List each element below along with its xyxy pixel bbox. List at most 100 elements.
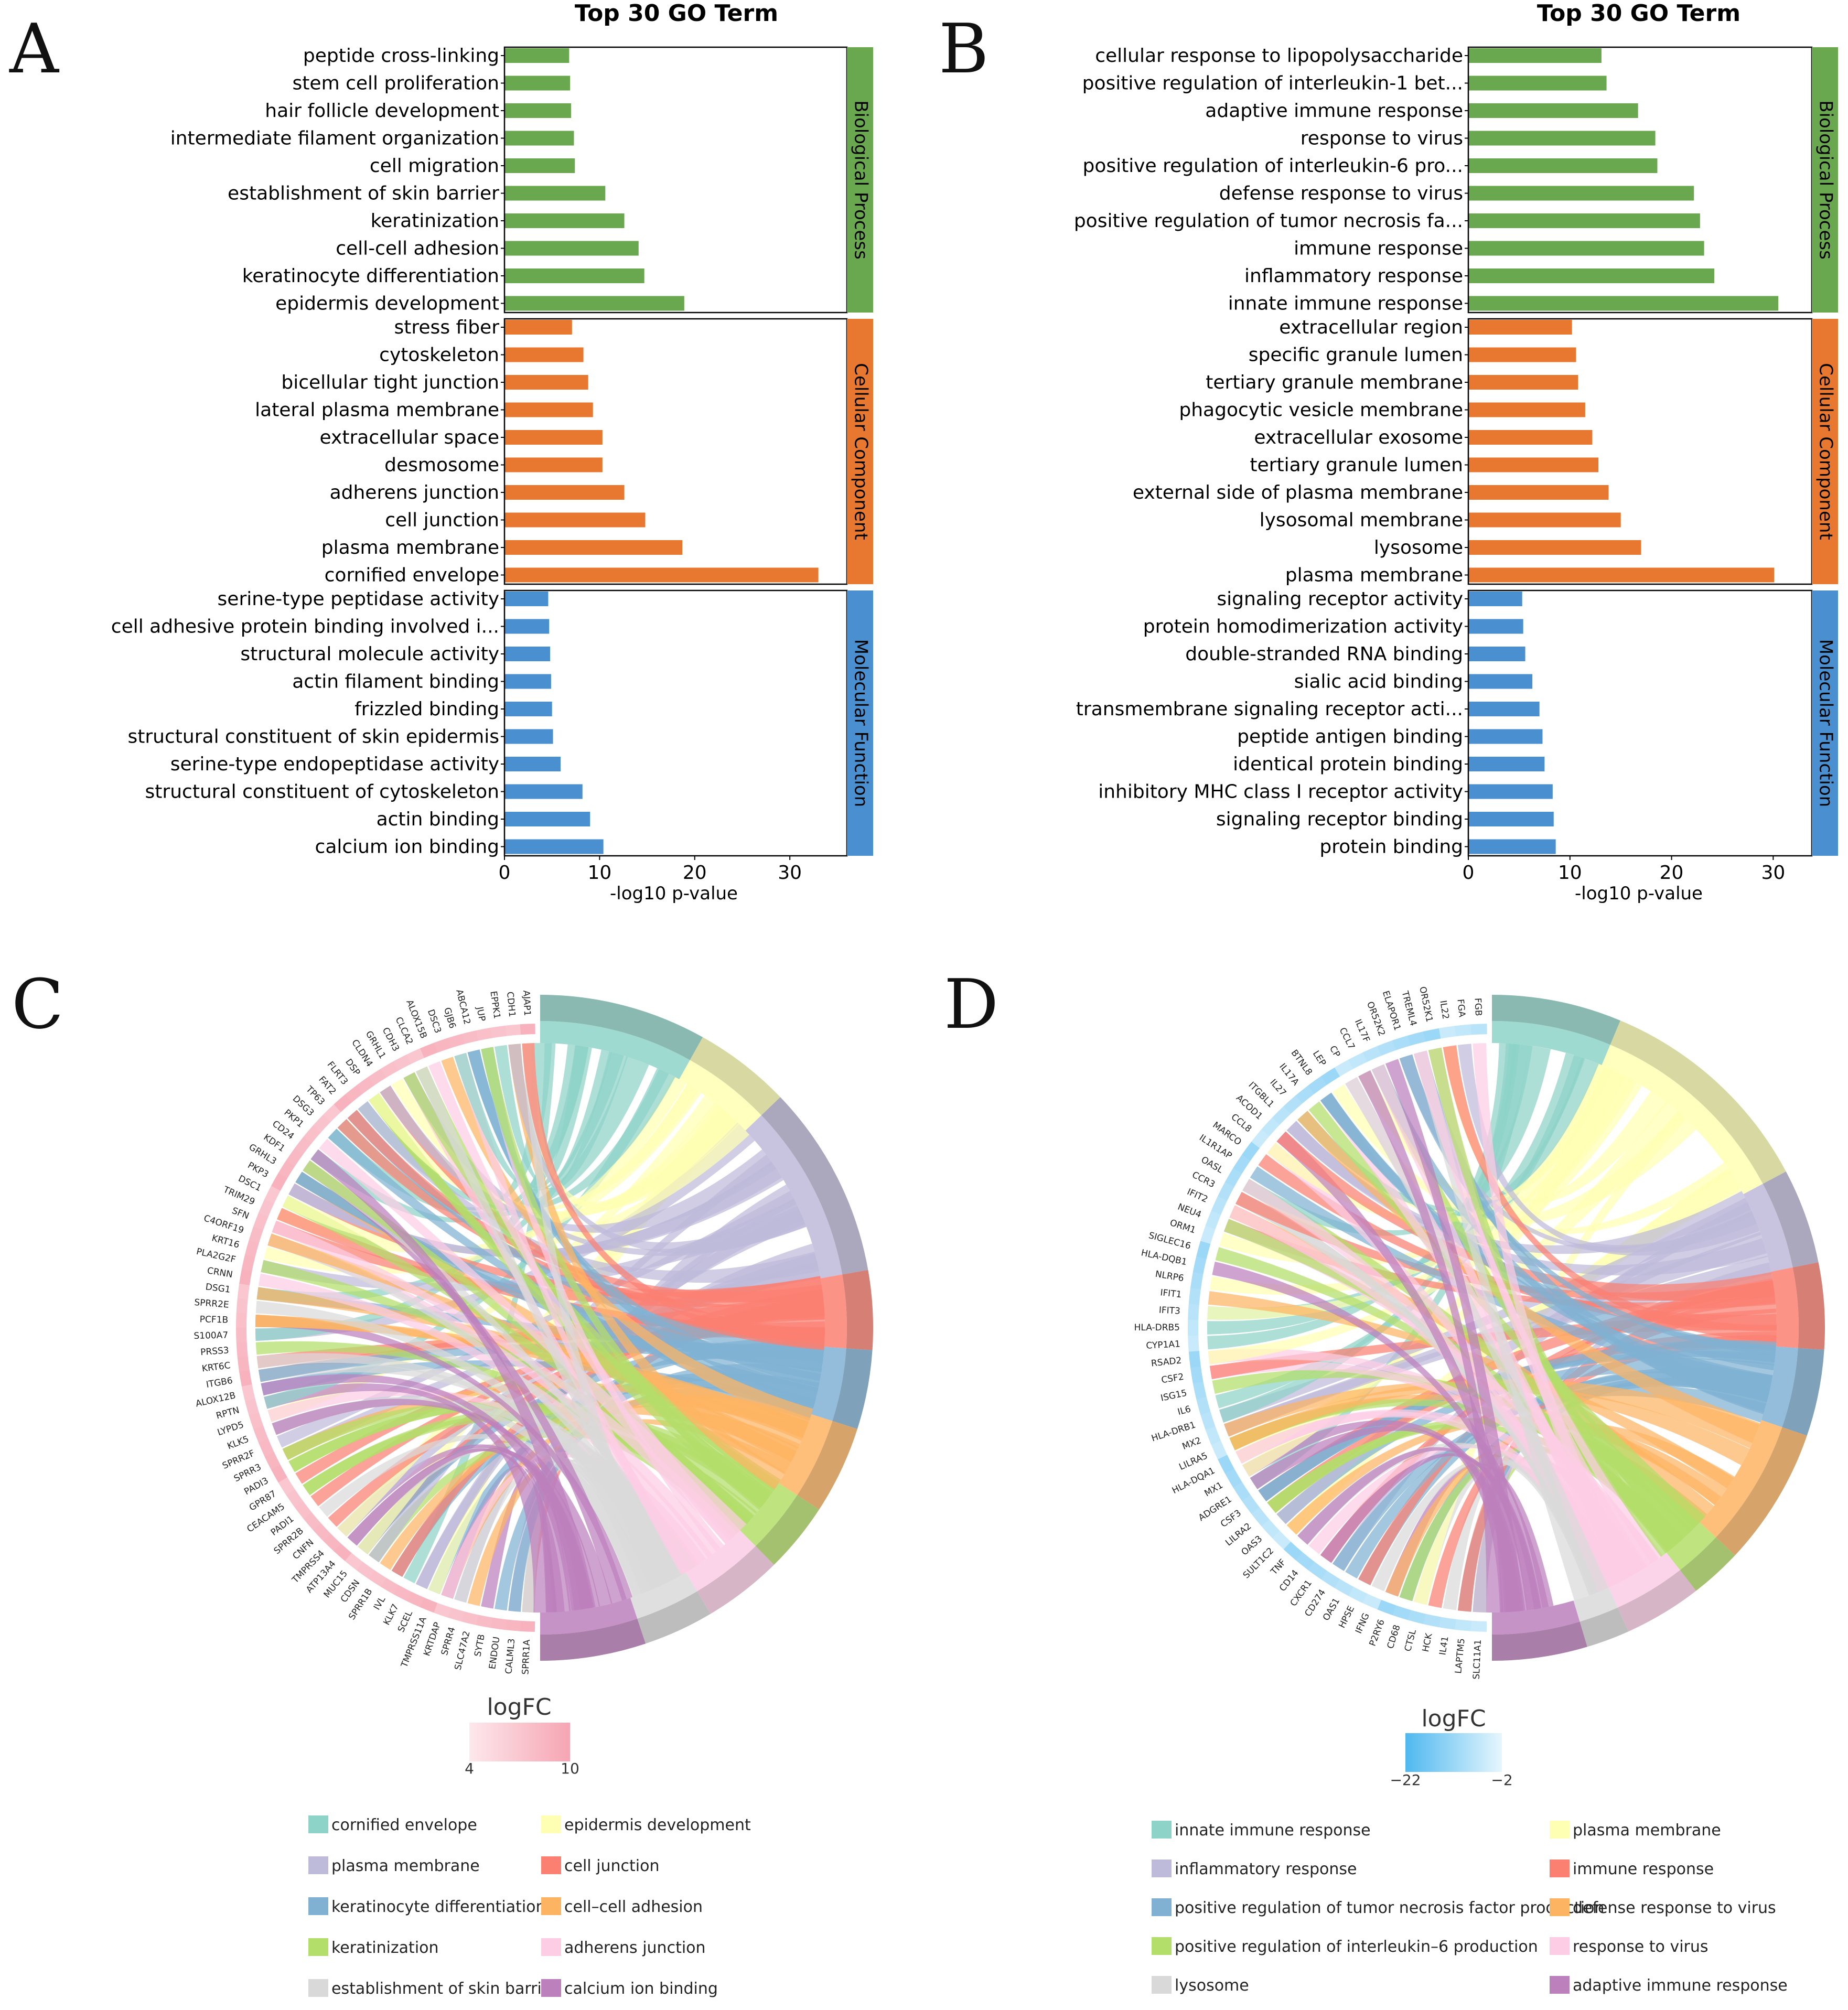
term-label: positive regulation of interleukin-1 bet… (1082, 73, 1463, 94)
x-tick-label: 30 (778, 862, 802, 884)
category-label: Molecular Function (1815, 639, 1836, 807)
gene-segment (1211, 1196, 1228, 1215)
term-label: protein binding (1319, 836, 1463, 858)
category-label: Biological Process (1815, 100, 1836, 260)
bar (504, 812, 590, 826)
gene-segment (1295, 1552, 1315, 1570)
x-tick-label: 0 (499, 862, 511, 884)
gene-label: ENDOU (487, 1636, 502, 1670)
chart-title: Top 30 GO Term (575, 0, 778, 27)
gene-segment (1196, 1396, 1211, 1415)
gene-label: FGA (1455, 998, 1467, 1018)
gene-segment (1192, 1256, 1207, 1274)
bar (504, 757, 561, 771)
gene-segment (520, 1620, 535, 1632)
gene-label: CSF2 (1161, 1372, 1185, 1386)
term-label: cellular response to lipopolysaccharide (1095, 45, 1463, 67)
gene-segment (241, 1254, 255, 1271)
panel-label-b: B (939, 9, 989, 89)
gene-segment (368, 1068, 387, 1085)
term-label: epidermis development (275, 293, 499, 315)
chord-ribbon (1333, 1385, 1767, 1571)
term-label: inflammatory response (1244, 265, 1463, 287)
gene-segment (1362, 1046, 1382, 1062)
term-arc-rim (755, 1495, 820, 1565)
logfc-max-c: 10 (561, 1760, 579, 1777)
chord-ribbon (428, 1341, 825, 1595)
gene-label: IL6 (1176, 1404, 1192, 1417)
bar (504, 647, 551, 661)
gene-segment (1251, 1507, 1270, 1527)
gene-segment (303, 1125, 321, 1144)
gene-segment (241, 1384, 255, 1401)
gene-segment (381, 1061, 399, 1078)
gene-segment (406, 1591, 424, 1607)
chord-ribbon (508, 1044, 807, 1253)
gene-segment (434, 1038, 452, 1053)
gene-segment (1200, 1411, 1216, 1430)
x-tick-label: 10 (1558, 862, 1582, 884)
legend-swatch (1152, 1976, 1172, 1994)
term-label: protein homodimerization activity (1143, 616, 1463, 638)
chord-ribbon (272, 1399, 613, 1607)
gene-segment (406, 1048, 425, 1064)
term-arc-rim (1580, 1607, 1629, 1647)
chord-ribbon (288, 1161, 784, 1258)
gene-label: HCK (1421, 1632, 1435, 1653)
legend-swatch (308, 1856, 328, 1874)
logfc-min-d: −22 (1390, 1771, 1421, 1789)
gene-segment (323, 1533, 341, 1552)
category-label: Biological Process (851, 100, 872, 260)
bar (504, 375, 588, 390)
category-label: Cellular Component (1815, 363, 1836, 540)
term-arc-rim (1492, 1621, 1587, 1661)
term-label: extracellular region (1279, 317, 1463, 338)
legend-label: calcium ion binding (564, 1980, 718, 1998)
bar (1468, 729, 1543, 744)
gene-segment (380, 1577, 399, 1595)
term-label: specific granule lumen (1249, 345, 1463, 366)
gene-segment (294, 1136, 312, 1155)
gene-label: LAPTM5 (1453, 1638, 1467, 1674)
bar (1468, 103, 1638, 118)
legend-label: plasma membrane (1573, 1821, 1721, 1840)
term-label: cell junction (385, 510, 499, 531)
gene-label: OR52K1 (1417, 986, 1434, 1023)
gene-segment (1251, 1129, 1270, 1148)
gene-segment (420, 1597, 438, 1613)
term-label: positive regulation of interleukin-6 pro… (1082, 155, 1463, 177)
gene-label: CTSL (1403, 1628, 1419, 1653)
gene-label: DSC3 (425, 1008, 443, 1035)
x-tick-label: 20 (1660, 862, 1684, 884)
legend-label: keratinization (331, 1939, 439, 1957)
term-label: cytoskeleton (379, 345, 499, 366)
term-label: plasma membrane (321, 537, 499, 558)
gene-segment (253, 1425, 268, 1443)
gene-segment (244, 1398, 259, 1415)
gene-segment (1196, 1240, 1211, 1259)
gene-label: HLA-DQB1 (1140, 1248, 1188, 1267)
term-arc (1492, 1600, 1580, 1635)
gene-segment (1233, 1481, 1251, 1501)
gene-segment (1470, 1024, 1487, 1035)
bar (504, 592, 549, 606)
gene-segment (1217, 1454, 1234, 1474)
go-bar-chart-a: Top 30 GO Term peptide cross-linking stem … (111, 0, 873, 904)
gene-segment (236, 1341, 248, 1358)
term-label: sialic acid binding (1294, 671, 1463, 693)
gene-segment (1205, 1426, 1221, 1445)
gene-segment (1377, 1040, 1396, 1056)
term-arc (1608, 1552, 1680, 1608)
gene-label: GJB6 (442, 1006, 458, 1030)
term-arc-rim (842, 1270, 874, 1350)
legend-label: cornified envelope (331, 1816, 477, 1834)
x-axis-title: -log10 p-value (1575, 883, 1703, 904)
bar (1468, 296, 1779, 311)
legend-swatch (308, 1815, 328, 1833)
bar (504, 186, 606, 201)
gene-segment (244, 1240, 259, 1257)
gene-segment (278, 1160, 295, 1178)
term-label: actin binding (377, 809, 499, 830)
gene-segment (461, 1030, 479, 1044)
gene-segment (393, 1054, 412, 1071)
